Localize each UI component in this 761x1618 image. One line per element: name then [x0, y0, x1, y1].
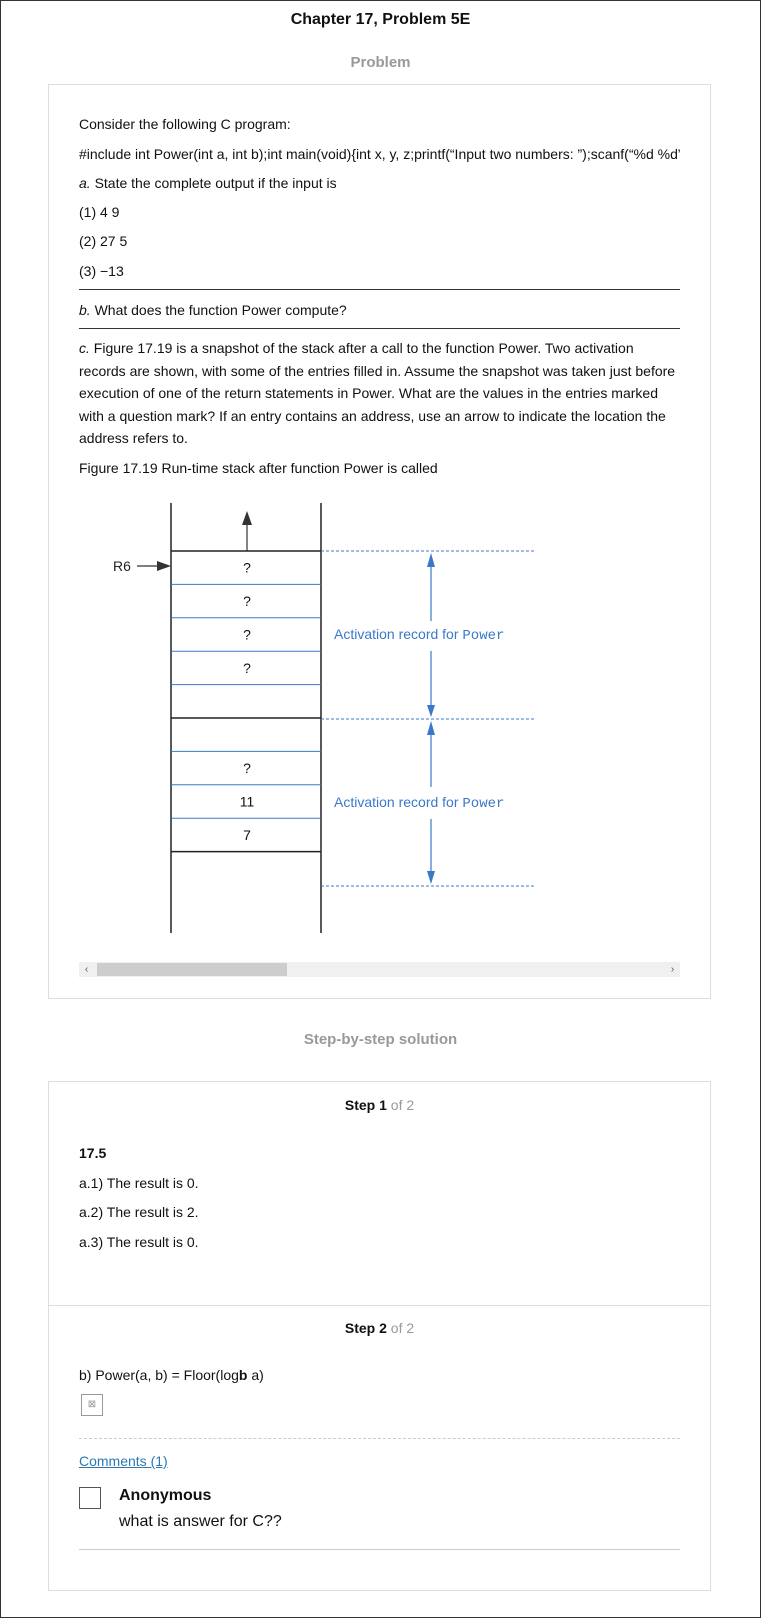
step-2-formula: b) Power(a, b) = Floor(logb a) [79, 1367, 264, 1383]
comments-link[interactable]: Comments (1) [79, 1453, 168, 1469]
step-1-header: Step 1 of 2 [49, 1097, 710, 1113]
step-1-number: 1 [379, 1097, 387, 1113]
figure-caption: Figure 17.19 Run-time stack after functi… [79, 460, 438, 476]
step-divider [49, 1305, 710, 1306]
stack-figure: R6 ?????117 Activation record for Power … [113, 503, 534, 933]
step-1-line-3: a.3) The result is 0. [79, 1234, 199, 1250]
step-2-word: Step [344, 1320, 376, 1336]
step-1-total: of 2 [390, 1097, 415, 1113]
rule-bottom [79, 328, 680, 329]
record-2-down-head [427, 871, 435, 884]
record-2-label: Activation record for Power [334, 794, 504, 812]
stack-cell-value: ? [243, 593, 251, 609]
comment-author: Anonymous [119, 1487, 212, 1504]
problem-intro: Consider the following C program: [79, 116, 291, 132]
solution-card: Step 1 of 2 17.5 a.1) The result is 0. a… [48, 1081, 711, 1591]
activation-record-1: Activation record for Power [321, 550, 534, 720]
avatar [79, 1487, 101, 1509]
activation-record-2: Activation record for Power [321, 721, 534, 887]
formula-base: b [238, 1367, 248, 1383]
figure-scrollbar[interactable]: ‹ › [79, 962, 680, 977]
input-3: (3) −13 [79, 263, 124, 279]
step-1-title: 17.5 [79, 1145, 107, 1161]
part-c-letter: c. [79, 340, 90, 356]
stack-cells: ????? 11 7 [171, 550, 321, 853]
record-1-down-head [427, 705, 435, 717]
input-2: (2) 27 5 [79, 233, 128, 249]
formula-suffix: a) [247, 1367, 264, 1383]
part-a-text: State the complete output if the input i… [90, 175, 337, 191]
comment-text: what is answer for C?? [119, 1513, 282, 1530]
part-b-text: What does the function Power compute? [90, 302, 347, 318]
record-1-label: Activation record for Power [334, 626, 504, 644]
stack-cell-value: 7 [243, 827, 251, 843]
step-2-total: of 2 [390, 1320, 415, 1336]
step-1-word: Step [344, 1097, 376, 1113]
part-c-text: Figure 17.19 is a snapshot of the stack … [79, 340, 676, 446]
stack-growth-arrowhead [242, 511, 252, 525]
input-1: (1) 4 9 [79, 204, 120, 220]
program-code: #include int Power(int a, int b);int mai… [79, 146, 680, 162]
part-b-letter: b. [79, 302, 91, 318]
solution-heading: Step-by-step solution [303, 1031, 458, 1048]
step-1-line-1: a.1) The result is 0. [79, 1175, 199, 1191]
stack-cell-value: ? [243, 560, 251, 576]
r6-label: R6 [113, 558, 131, 574]
scroll-right-arrow[interactable]: › [670, 964, 675, 975]
part-c: c. Figure 17.19 is a snapshot of the sta… [79, 337, 680, 450]
comments-separator [79, 1438, 680, 1439]
stack-cell-value: ? [243, 760, 251, 776]
part-b: b. What does the function Power compute? [79, 302, 347, 318]
step-2-number: 2 [379, 1320, 387, 1336]
record-1-up-head [427, 553, 435, 567]
problem-heading: Problem [350, 54, 411, 71]
r6-arrowhead [157, 561, 171, 571]
problem-card: Consider the following C program: #inclu… [48, 84, 711, 999]
part-a: a. State the complete output if the inpu… [79, 175, 337, 191]
scroll-left-arrow[interactable]: ‹ [84, 964, 89, 975]
comment-bottom-rule [79, 1549, 680, 1550]
stack-cell-value: 11 [240, 794, 255, 810]
stack-cell-value: ? [243, 660, 251, 676]
scroll-thumb[interactable] [97, 963, 287, 976]
record-2-up-head [427, 721, 435, 735]
stack-cell-value: ? [243, 627, 251, 643]
rule-top [79, 289, 680, 290]
step-2-header: Step 2 of 2 [49, 1320, 710, 1336]
formula-prefix: b) Power(a, b) = Floor(log [79, 1367, 239, 1383]
chapter-title: Chapter 17, Problem 5E [290, 11, 471, 28]
step-1-line-2: a.2) The result is 2. [79, 1204, 199, 1220]
part-a-letter: a. [79, 175, 91, 191]
broken-image-icon: ⊠ [81, 1394, 103, 1416]
